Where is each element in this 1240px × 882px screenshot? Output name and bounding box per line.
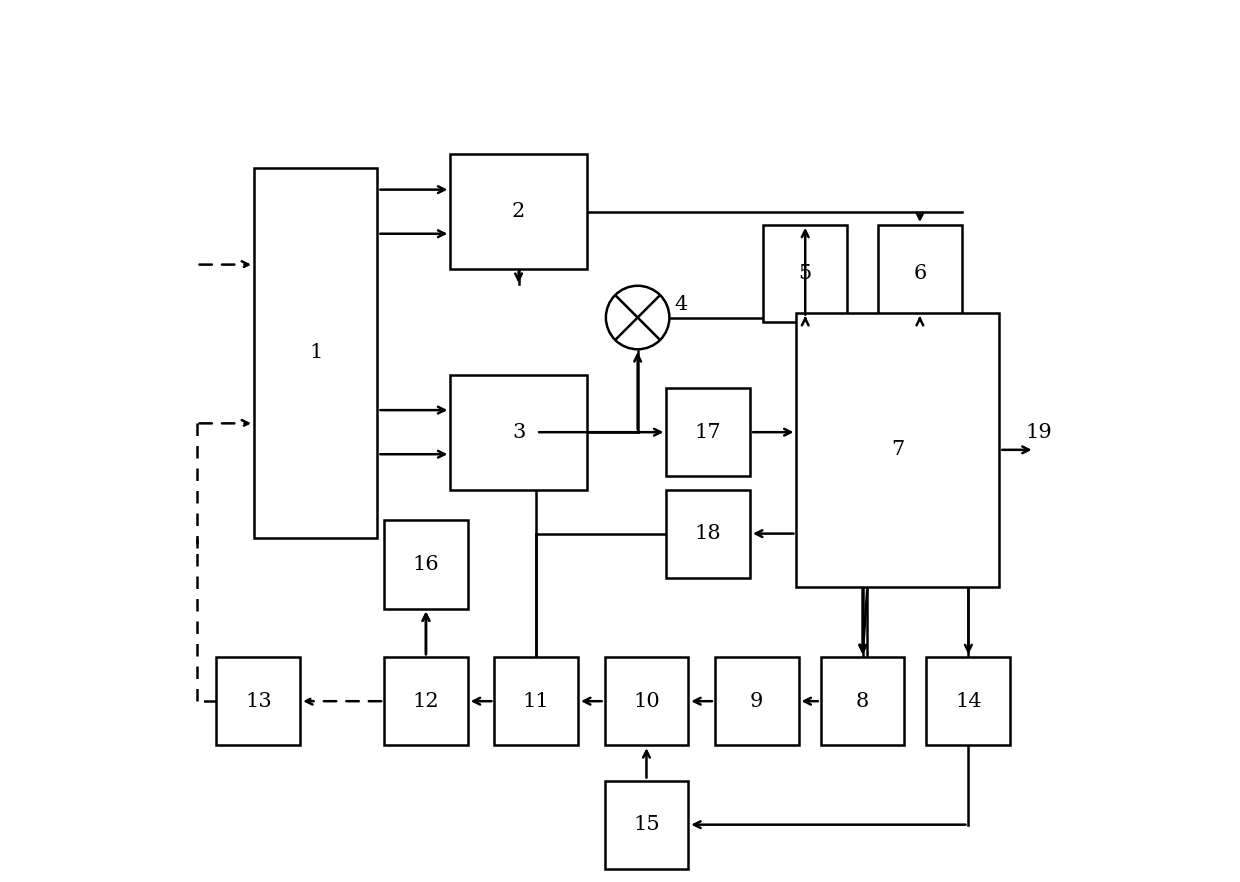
Bar xyxy=(384,657,467,745)
Text: 17: 17 xyxy=(694,422,722,442)
Text: 5: 5 xyxy=(799,264,812,283)
Bar xyxy=(926,657,1011,745)
Bar xyxy=(450,375,587,490)
Text: 4: 4 xyxy=(675,295,688,314)
Text: 6: 6 xyxy=(913,264,926,283)
Text: 18: 18 xyxy=(694,524,722,543)
Text: 13: 13 xyxy=(246,691,272,711)
Bar xyxy=(254,168,377,538)
Bar xyxy=(495,657,578,745)
Bar xyxy=(450,154,587,269)
Bar xyxy=(821,657,904,745)
Bar xyxy=(878,225,962,322)
Bar xyxy=(384,520,467,609)
Text: 11: 11 xyxy=(523,691,549,711)
Bar xyxy=(796,313,999,587)
Text: 15: 15 xyxy=(634,815,660,834)
Bar xyxy=(666,490,750,578)
Text: 19: 19 xyxy=(1025,422,1053,442)
Bar xyxy=(764,225,847,322)
Text: 8: 8 xyxy=(856,691,869,711)
Text: 7: 7 xyxy=(892,440,904,460)
Circle shape xyxy=(606,286,670,349)
Text: 10: 10 xyxy=(634,691,660,711)
Bar xyxy=(666,388,750,476)
Text: 12: 12 xyxy=(413,691,439,711)
Bar xyxy=(217,657,300,745)
Bar xyxy=(714,657,799,745)
Text: 1: 1 xyxy=(309,343,322,363)
Text: 9: 9 xyxy=(750,691,764,711)
Bar xyxy=(605,781,688,869)
Text: 3: 3 xyxy=(512,422,526,442)
Text: 16: 16 xyxy=(413,555,439,574)
Text: 2: 2 xyxy=(512,202,526,221)
Bar xyxy=(605,657,688,745)
Text: 14: 14 xyxy=(955,691,982,711)
